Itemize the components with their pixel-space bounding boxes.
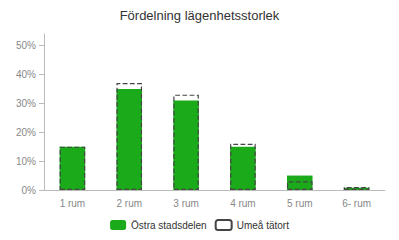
svg-text:10%: 10% (16, 156, 36, 167)
svg-text:3 rum: 3 rum (173, 198, 199, 209)
svg-text:5 rum: 5 rum (287, 198, 313, 209)
svg-text:Fördelning lägenhetsstorlek: Fördelning lägenhetsstorlek (120, 8, 280, 23)
svg-text:30%: 30% (16, 98, 36, 109)
svg-text:50%: 50% (16, 40, 36, 51)
svg-text:0%: 0% (22, 185, 37, 196)
svg-text:1 rum: 1 rum (60, 198, 86, 209)
svg-text:2 rum: 2 rum (116, 198, 142, 209)
svg-text:Umeå tätort: Umeå tätort (237, 220, 289, 231)
svg-text:Östra stadsdelen: Östra stadsdelen (131, 220, 207, 231)
svg-text:4 rum: 4 rum (230, 198, 256, 209)
svg-text:6- rum: 6- rum (342, 198, 371, 209)
svg-text:20%: 20% (16, 127, 36, 138)
svg-text:40%: 40% (16, 69, 36, 80)
